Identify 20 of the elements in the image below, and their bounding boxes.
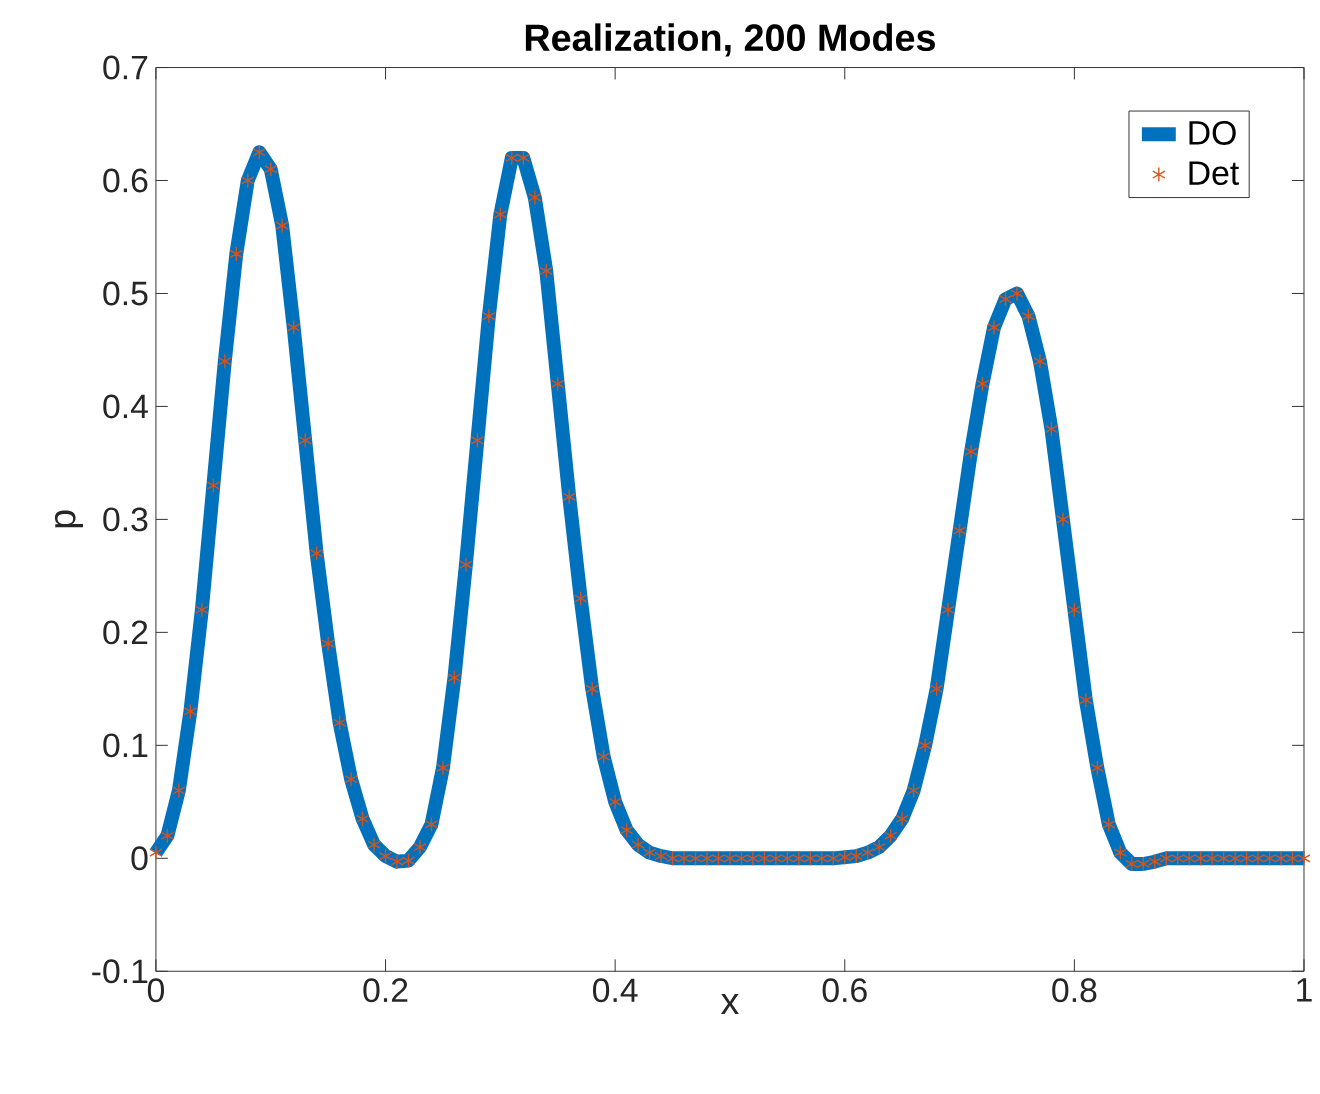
y-tick-label: 0.2 [103,620,148,645]
chart-title: Realization, 200 Modes [525,23,935,57]
y-tick-label: 0.6 [103,168,148,193]
x-tick-label: 1 [1297,978,1312,1002]
y-tick-label: 0.3 [103,507,148,532]
legend-label: DO [1189,120,1236,145]
y-tick-label: 0.5 [103,281,148,306]
y-tick-label: 0 [131,846,148,871]
x-tick-label: 0.2 [363,978,408,1003]
x-tick-label: 0.4 [592,978,638,1003]
y-axis-title: p [54,510,84,528]
x-tick-label: 0 [147,978,165,1003]
x-tick-label: 0.6 [822,978,867,1003]
y-tick-label: 0.1 [103,733,148,758]
x-axis-title: x [720,993,739,1014]
y-tick-label: 0.7 [103,55,148,80]
y-tick-label: -0.1 [92,959,148,984]
x-tick-label: 0.8 [1052,978,1097,1003]
y-tick-label: 0.4 [103,394,148,419]
legend-label: Det [1189,161,1239,185]
